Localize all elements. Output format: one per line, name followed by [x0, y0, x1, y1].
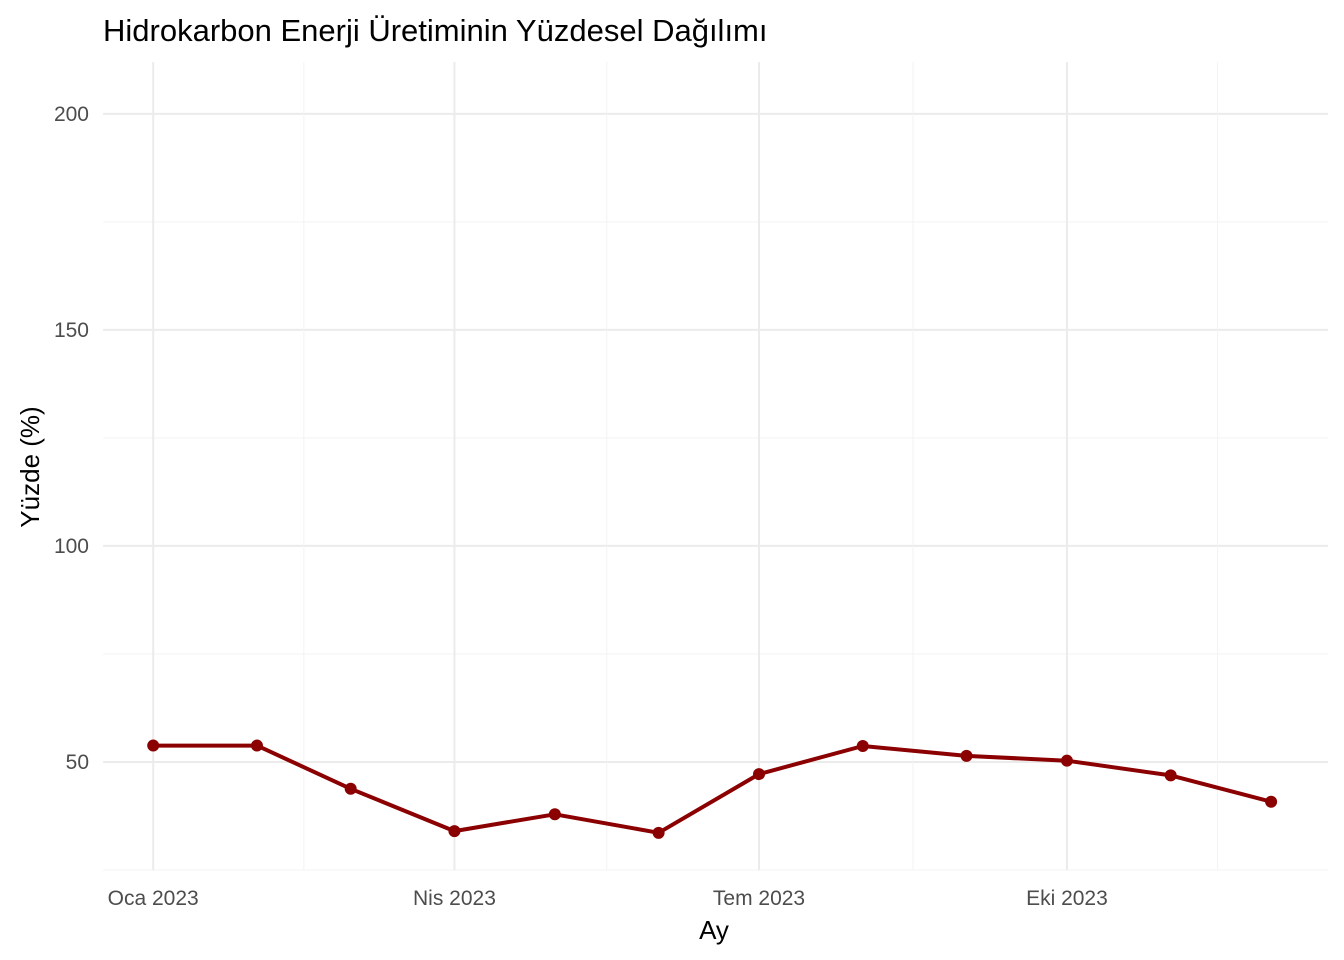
data-point — [147, 739, 160, 752]
y-tick-label: 100 — [54, 535, 89, 558]
series-line — [151, 743, 1274, 835]
x-tick-label: Tem 2023 — [713, 887, 805, 910]
x-axis-ticks: Oca 2023 Nis 2023 Tem 2023 Eki 2023 — [108, 887, 1108, 910]
data-point — [1060, 754, 1073, 767]
data-point — [753, 768, 766, 781]
y-tick-label: 200 — [54, 103, 89, 126]
data-point — [344, 782, 357, 795]
data-point — [960, 749, 973, 762]
data-point — [652, 826, 665, 839]
grid — [103, 62, 1328, 871]
data-point — [448, 825, 461, 838]
y-axis-title: Yüzde (%) — [15, 406, 45, 527]
data-point — [250, 739, 263, 752]
data-point — [1265, 795, 1278, 808]
x-tick-label: Oca 2023 — [108, 887, 199, 910]
y-tick-label: 150 — [54, 319, 89, 342]
x-tick-label: Eki 2023 — [1026, 887, 1108, 910]
x-tick-label: Nis 2023 — [413, 887, 496, 910]
x-axis-title: Ay — [699, 915, 729, 945]
data-point — [856, 739, 869, 752]
chart-title: Hidrokarbon Enerji Üretiminin Yüzdesel D… — [103, 13, 768, 48]
data-points — [147, 739, 1278, 839]
data-point — [1164, 769, 1177, 782]
y-axis-ticks: 50 100 150 200 — [54, 103, 89, 774]
data-point — [548, 808, 561, 821]
y-tick-label: 50 — [66, 751, 89, 774]
